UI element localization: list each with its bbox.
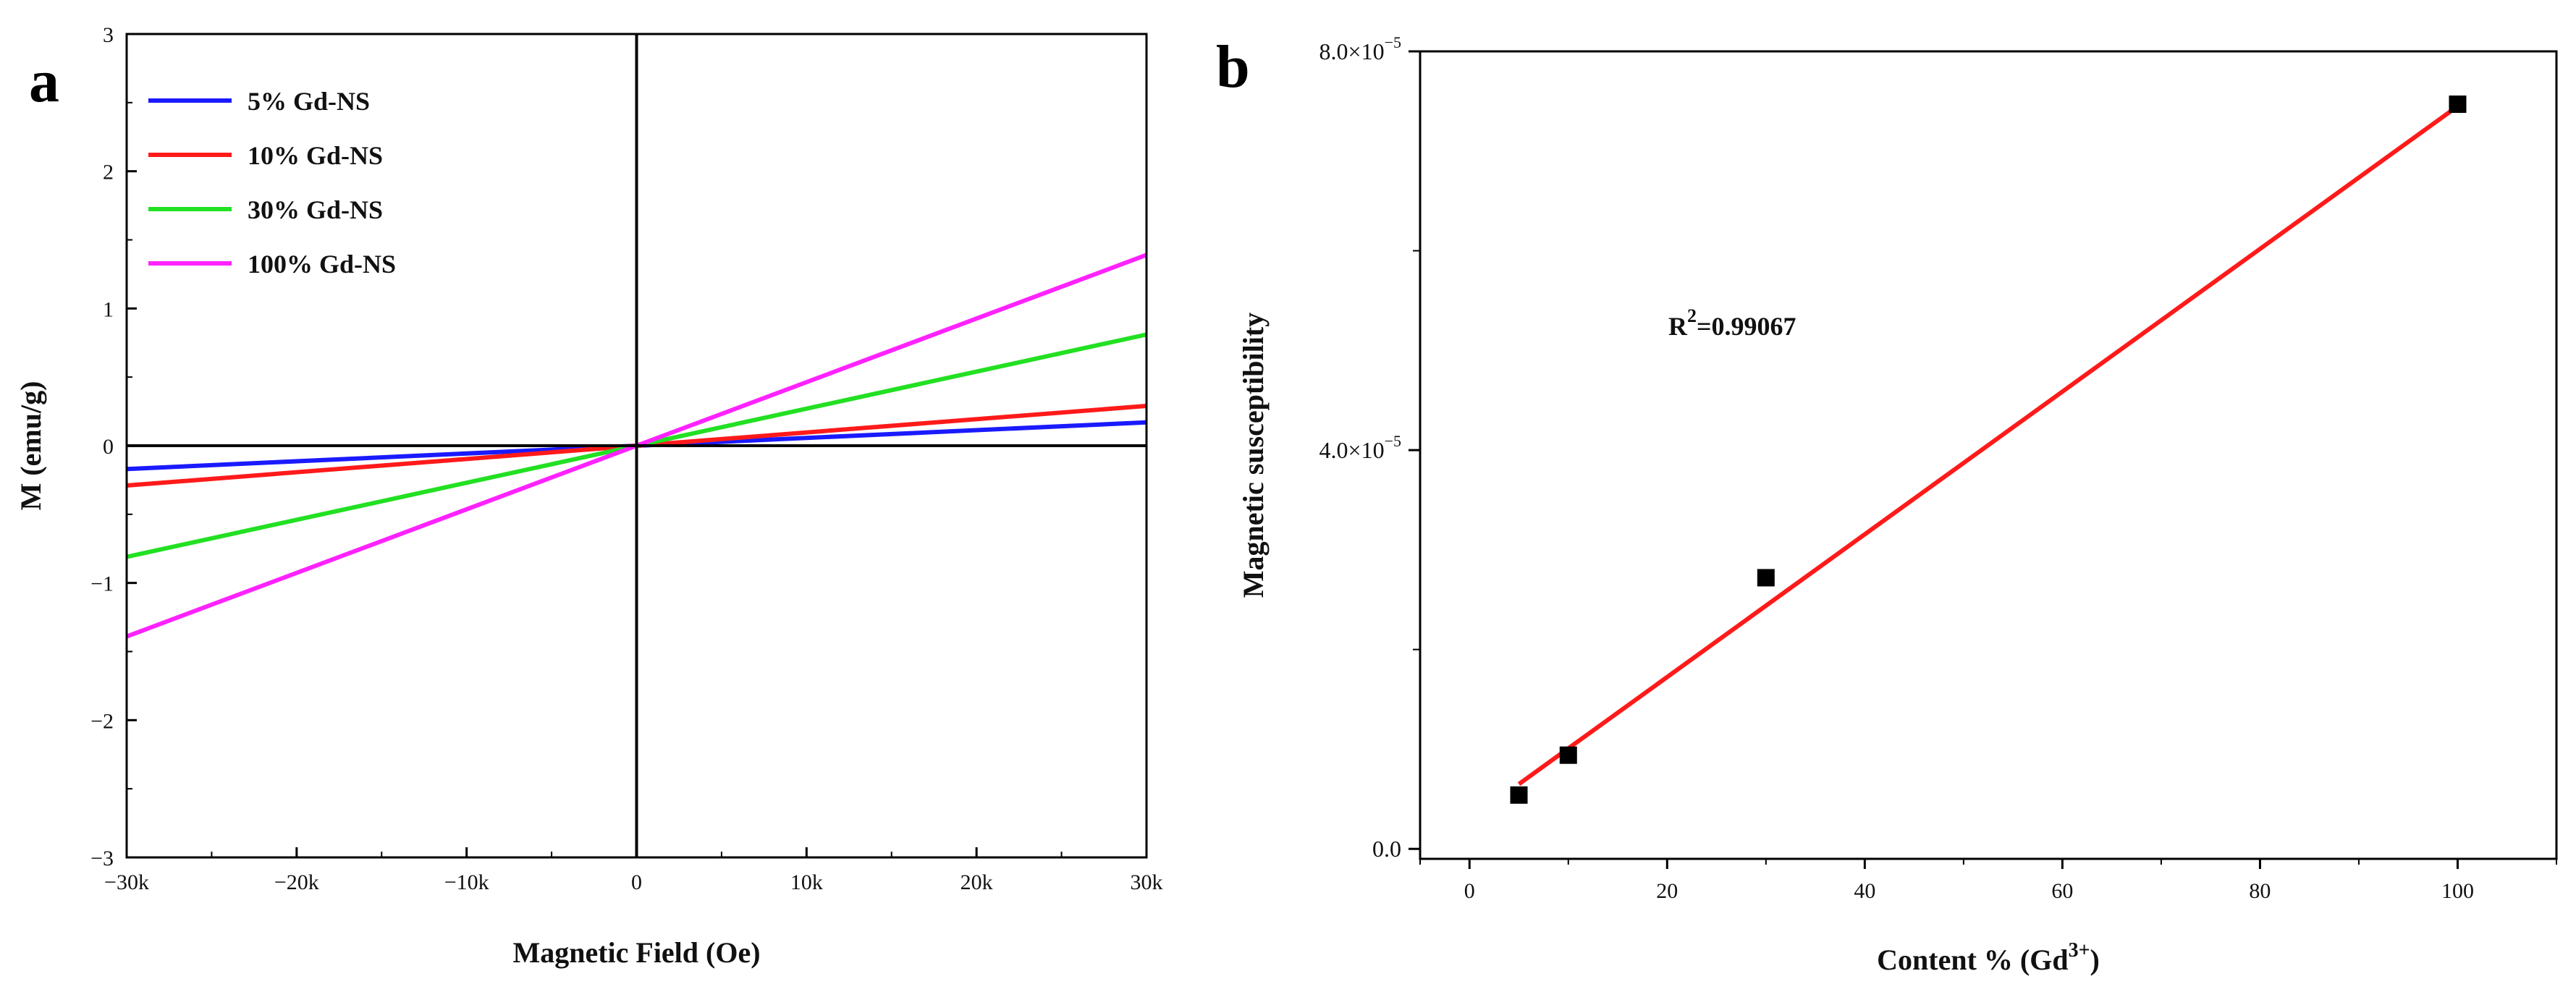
panel-b-x-tick-label: 100: [2441, 879, 2474, 903]
panel-b-y-tick-times: ×10: [1348, 38, 1385, 64]
panel-a-x-tick-label: 30k: [1131, 870, 1163, 894]
panel-a-legend: 5% Gd-NS 10% Gd-NS 30% Gd-NS 100% Gd-NS: [148, 87, 396, 279]
panel-a-legend-label: 5% Gd-NS: [248, 87, 370, 116]
panel-b-y-tick-label: 8.0×10−5: [1319, 33, 1401, 64]
panel-b-data-point: [2449, 96, 2467, 114]
panel-a-legend-label: 100% Gd-NS: [248, 250, 396, 279]
panel-a-x-tick-label: −20k: [274, 870, 319, 894]
panel-a-legend-label: 30% Gd-NS: [248, 195, 383, 224]
panel-a-legend-label: 10% Gd-NS: [248, 141, 383, 170]
panel-b-r-squared-annotation: R2=0.99067: [1668, 305, 1796, 341]
panel-a: a −30k −20k −10k 0 10k 20k 30k −3 −2 −1 0 1 2 3 Magne…: [14, 23, 1163, 969]
panel-b-data-point: [1757, 569, 1775, 587]
panel-a-x-tick-label: 10k: [790, 870, 823, 894]
panel-a-y-tick-label: −2: [90, 709, 114, 733]
panel-b-y-tick-exponent: −5: [1385, 33, 1401, 51]
panel-b-x-axis-title-sup: 3+: [2069, 939, 2090, 962]
panel-a-y-tick-label: 0: [103, 435, 114, 459]
panel-b-annotation-sup: 2: [1687, 305, 1697, 326]
panel-b-x-axis-title-end: ): [2090, 943, 2100, 976]
panel-b-annotation-prefix: R: [1668, 312, 1688, 341]
panel-b-x-tick-label: 60: [2051, 879, 2073, 903]
panel-b-y-axis-title: Magnetic susceptibility: [1237, 313, 1270, 598]
panel-b-y-tick-mantissa: 0.0: [1372, 836, 1401, 862]
panel-b-x-tick-label: 80: [2249, 879, 2271, 903]
panel-b-x-tick-label: 20: [1656, 879, 1678, 903]
panel-b-x-tick-label: 40: [1854, 879, 1875, 903]
panel-b-y-tick-mantissa: 4.0: [1319, 437, 1348, 463]
panel-a-x-axis-title: Magnetic Field (Oe): [512, 936, 760, 969]
panel-b-frame: [1419, 50, 2558, 860]
panel-b-y-tick-exponent: −5: [1385, 432, 1401, 450]
panel-a-letter: a: [29, 48, 59, 115]
panel-a-y-tick-label: 3: [103, 23, 114, 47]
panel-a-y-tick-label: 2: [103, 161, 114, 185]
panel-b-x-tick-label: 0: [1464, 879, 1475, 903]
panel-b-annotation-value: =0.99067: [1697, 312, 1796, 341]
panel-b-x-axis-title-main: Content % (Gd: [1877, 943, 2068, 976]
panel-b-fit-line: [1517, 104, 2459, 786]
panel-a-y-tick-label: 1: [103, 297, 114, 321]
panel-b-y-tick-mantissa: 8.0: [1319, 38, 1348, 64]
panel-b-letter: b: [1216, 33, 1250, 101]
panel-b-data-point: [1559, 746, 1577, 764]
panel-a-y-tick-label: −3: [90, 847, 114, 870]
panel-b-y-tick-label: 0.0: [1372, 836, 1401, 862]
panel-b-x-axis-title: Content % (Gd3+): [1877, 939, 2100, 976]
panel-a-x-tick-label: 20k: [960, 870, 993, 894]
panel-a-x-tick-label: −10k: [444, 870, 489, 894]
panel-a-frame: [125, 33, 1148, 859]
panel-b-data-point: [1510, 786, 1528, 804]
panel-a-x-tick-label: 0: [631, 870, 642, 894]
panel-a-y-axis-title: M (emu/g): [14, 381, 47, 511]
panel-b-y-tick-times: ×10: [1348, 437, 1385, 463]
panel-b-y-tick-label: 4.0×10−5: [1319, 432, 1401, 463]
panel-a-y-tick-label: −1: [90, 572, 114, 596]
panel-a-x-tick-label: −30k: [104, 870, 149, 894]
